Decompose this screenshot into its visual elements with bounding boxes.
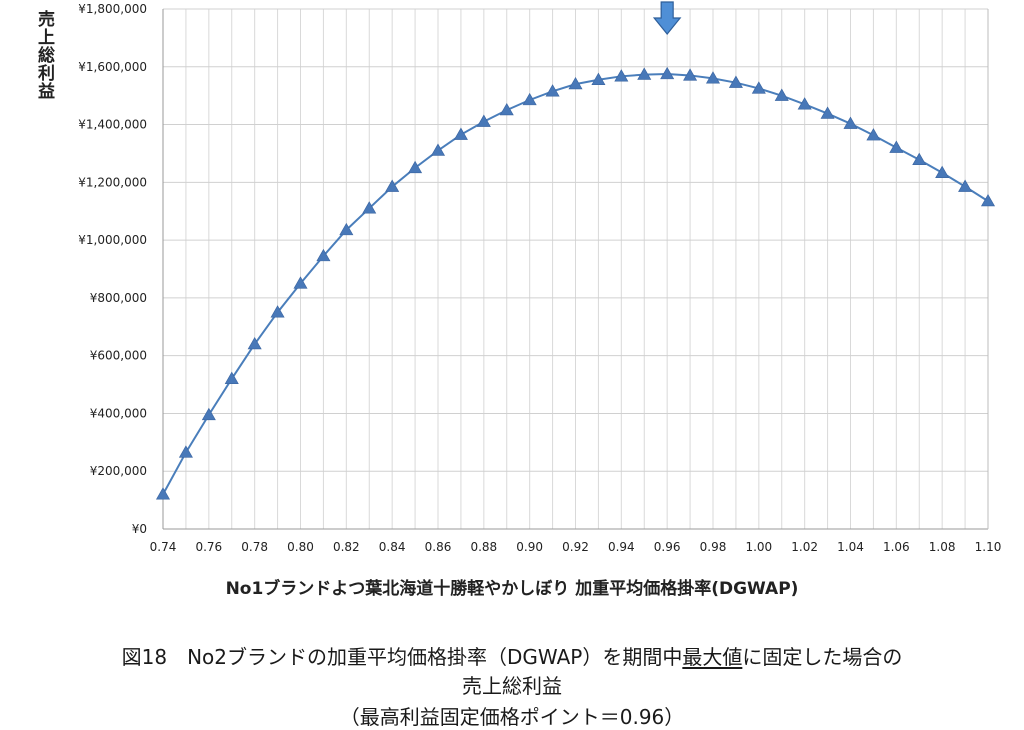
data-point-marker bbox=[316, 248, 331, 262]
figure-caption-line3: （最高利益固定価格ポイント＝0.96） bbox=[339, 705, 685, 729]
data-point-marker bbox=[270, 305, 285, 318]
x-tick-label: 0.86 bbox=[425, 540, 452, 554]
x-tick-label: 0.88 bbox=[470, 540, 497, 554]
x-tick-label: 0.82 bbox=[333, 540, 360, 554]
y-tick-label: ¥200,000 bbox=[90, 464, 147, 478]
data-point-marker bbox=[178, 445, 193, 458]
arrow-down-icon bbox=[652, 1, 682, 35]
data-point-marker bbox=[591, 72, 606, 85]
data-point-marker bbox=[843, 116, 858, 129]
data-point-marker bbox=[614, 69, 629, 82]
data-point-marker bbox=[912, 152, 927, 165]
y-tick-label: ¥1,200,000 bbox=[78, 175, 147, 189]
x-tick-labels: 0.74 0.76 0.78 0.80 0.82 0.84 0.86 0.88 0.90 0.92… bbox=[150, 540, 1002, 554]
data-point-marker bbox=[408, 160, 423, 174]
data-point-marker bbox=[889, 140, 904, 153]
x-tick-label: 0.78 bbox=[241, 540, 268, 554]
data-point-marker bbox=[660, 66, 675, 80]
y-tick-label: ¥0 bbox=[132, 522, 147, 536]
x-tick-label: 0.90 bbox=[516, 540, 543, 554]
data-point-marker bbox=[362, 201, 377, 214]
y-tick-label: ¥600,000 bbox=[90, 349, 147, 363]
data-point-marker bbox=[980, 194, 996, 207]
x-tick-label: 0.98 bbox=[700, 540, 727, 554]
data-point-marker bbox=[820, 106, 835, 119]
data-point-marker bbox=[797, 97, 812, 110]
chart: ¥0 ¥200,000 ¥400,000 ¥600,000 ¥800,000 ¥1,000… bbox=[78, 1, 1002, 554]
y-tick-label: ¥400,000 bbox=[90, 406, 147, 420]
data-point-marker bbox=[499, 103, 514, 116]
y-tick-labels: ¥0 ¥200,000 ¥400,000 ¥600,000 ¥800,000 ¥1,000… bbox=[78, 2, 147, 536]
y-tick-label: ¥800,000 bbox=[90, 291, 147, 305]
caption-pre: 図18 No2ブランドの加重平均価格掛率（DGWAP）を期間中 bbox=[121, 645, 683, 669]
x-tick-label: 0.92 bbox=[562, 540, 589, 554]
x-tick-label: 0.96 bbox=[654, 540, 681, 554]
data-point-marker bbox=[683, 68, 698, 81]
y-tick-label: ¥1,600,000 bbox=[78, 60, 147, 74]
caption-underlined: 最大値 bbox=[682, 645, 743, 669]
data-point-marker bbox=[958, 179, 973, 192]
data-point-marker bbox=[866, 128, 881, 141]
x-tick-label: 0.76 bbox=[195, 540, 222, 554]
data-point-marker bbox=[293, 276, 308, 289]
data-point-marker bbox=[201, 407, 216, 421]
data-point-marker bbox=[751, 81, 766, 94]
data-point-marker bbox=[705, 71, 721, 84]
y-axis-title: 売上総利益 bbox=[34, 10, 54, 100]
data-point-marker bbox=[728, 75, 743, 88]
x-tick-label: 1.10 bbox=[975, 540, 1002, 554]
x-tick-label: 0.84 bbox=[379, 540, 406, 554]
data-point-marker bbox=[637, 67, 652, 80]
x-axis-title: No1ブランドよつ葉北海道十勝軽やかしぼり 加重平均価格掛率(DGWAP) bbox=[225, 579, 799, 599]
data-point-marker bbox=[155, 487, 171, 500]
x-tick-label: 1.00 bbox=[745, 540, 772, 554]
figure-caption-line2: 売上総利益 bbox=[462, 674, 562, 698]
y-tick-label: ¥1,800,000 bbox=[78, 2, 147, 16]
figure-caption-line1: 図18 No2ブランドの加重平均価格掛率（DGWAP）を期間中最大値に固定した場… bbox=[0, 641, 1024, 670]
data-point-marker bbox=[339, 222, 354, 236]
x-tick-label: 0.94 bbox=[608, 540, 635, 554]
y-tick-label: ¥1,400,000 bbox=[78, 118, 147, 132]
x-tick-label: 1.04 bbox=[837, 540, 864, 554]
x-tick-label: 1.02 bbox=[791, 540, 818, 554]
data-point-marker bbox=[247, 337, 262, 350]
x-tick-label: 1.08 bbox=[929, 540, 956, 554]
data-point-marker bbox=[545, 84, 560, 97]
axes bbox=[162, 9, 989, 530]
max-point-arrow-icon bbox=[652, 1, 682, 35]
y-tick-label: ¥1,000,000 bbox=[78, 233, 147, 247]
series-sales-gross-profit bbox=[155, 66, 996, 500]
data-point-marker bbox=[935, 165, 950, 178]
data-point-marker bbox=[224, 371, 239, 384]
caption-post: に固定した場合の bbox=[742, 645, 903, 669]
data-point-marker bbox=[385, 179, 400, 192]
data-point-marker bbox=[774, 88, 789, 101]
x-tick-label: 0.80 bbox=[287, 540, 314, 554]
x-tick-label: 1.06 bbox=[883, 540, 910, 554]
data-point-marker bbox=[476, 114, 491, 127]
x-tick-label: 0.74 bbox=[150, 540, 177, 554]
data-point-marker bbox=[522, 92, 537, 106]
data-point-marker bbox=[430, 143, 446, 156]
data-point-marker bbox=[453, 127, 468, 140]
data-point-marker bbox=[568, 77, 583, 90]
